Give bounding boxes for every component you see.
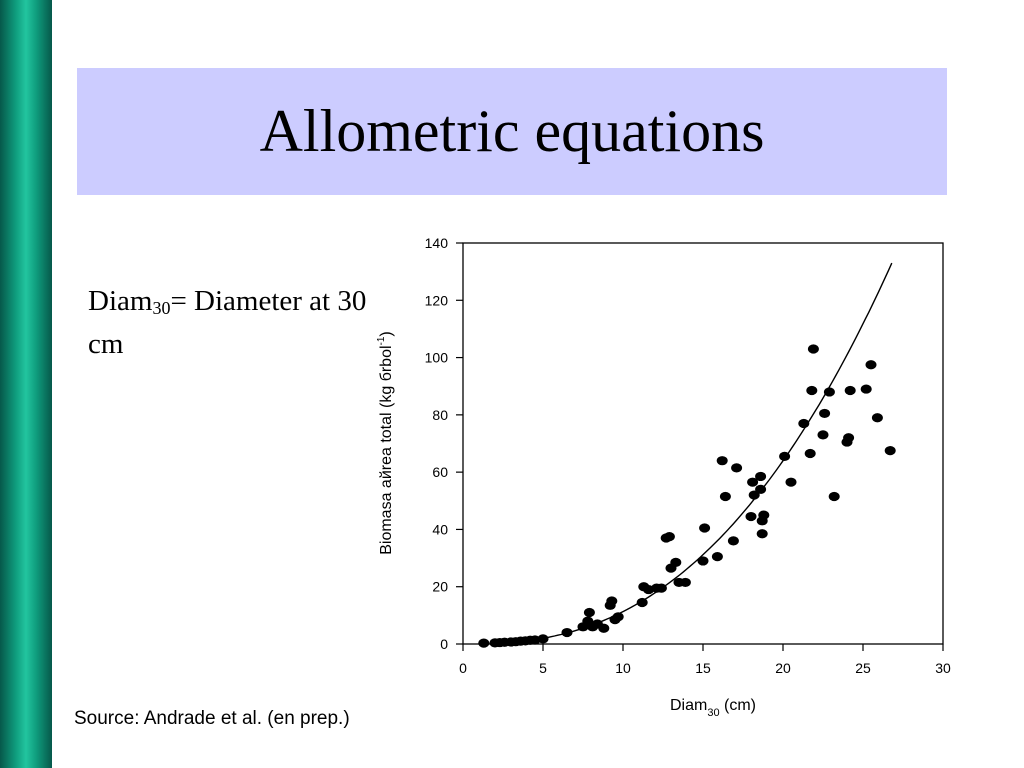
data-point (670, 557, 682, 567)
x-tick-label: 30 (935, 660, 951, 676)
y-tick-label: 60 (432, 464, 448, 480)
x-tick-label: 0 (459, 660, 467, 676)
data-point (779, 451, 791, 461)
y-axis-title-main: Biomasa aйrea total (kg бrbol (378, 345, 395, 554)
data-point (745, 511, 757, 522)
data-point (758, 510, 770, 520)
x-tick-label: 20 (775, 660, 791, 676)
data-point (655, 583, 667, 593)
data-point (561, 627, 573, 638)
definition-subscript: 30 (152, 298, 171, 318)
data-point (636, 597, 648, 608)
data-point (731, 463, 743, 473)
x-axis-title-main: Diam (670, 697, 707, 714)
data-point (716, 456, 728, 466)
data-point (478, 638, 490, 648)
data-point (663, 531, 675, 542)
data-point (806, 385, 818, 396)
x-tick-label: 15 (695, 660, 711, 676)
x-tick-label: 25 (855, 660, 871, 676)
data-points (478, 344, 896, 648)
data-point (884, 446, 896, 456)
decorative-side-bar (0, 0, 52, 768)
data-point (537, 634, 549, 644)
plot-frame (462, 242, 944, 645)
x-axis-title-sub: 30 (707, 707, 719, 719)
y-tick-label: 0 (440, 636, 448, 652)
y-tick-label: 140 (425, 235, 449, 251)
x-tick-label: 10 (615, 660, 631, 676)
data-point (727, 536, 739, 546)
data-point (755, 484, 767, 494)
data-point (606, 596, 618, 606)
data-point (828, 491, 840, 502)
data-point (844, 385, 856, 396)
definition-rest: = Diameter at 30 cm (88, 285, 367, 360)
data-point (785, 477, 797, 487)
y-axis-title-sup: -1 (376, 336, 387, 345)
data-point (817, 430, 829, 440)
slide-title: Allometric equations (259, 98, 765, 164)
y-tick-label: 40 (432, 521, 448, 537)
data-point (756, 529, 768, 539)
data-point (598, 623, 610, 633)
data-point (679, 577, 691, 588)
chart-axes (456, 242, 944, 651)
data-point (719, 491, 731, 502)
data-point (711, 552, 723, 562)
title-banner: Allometric equations (77, 68, 947, 195)
data-point (612, 612, 624, 622)
data-point (823, 387, 835, 397)
data-point (860, 384, 872, 394)
diameter-definition: Diam30= Diameter at 30 cm (88, 283, 378, 362)
definition-prefix: Diam (88, 285, 153, 317)
fitted-curve-layer (494, 262, 893, 645)
data-point (755, 471, 767, 482)
fitted-curve (494, 262, 893, 645)
data-point (804, 448, 816, 459)
data-point (583, 607, 595, 618)
source-citation: Source: Andrade et al. (en prep.) (74, 708, 350, 729)
y-tick-label: 20 (432, 579, 448, 595)
y-tick-label: 80 (432, 407, 448, 423)
data-point (807, 344, 819, 354)
y-axis-title-tail: ) (378, 331, 395, 336)
y-axis-title: Biomasa aйrea total (kg бrbol-1) (376, 331, 395, 555)
y-tick-label: 100 (425, 350, 449, 366)
y-tick-label: 120 (425, 292, 449, 308)
x-axis-title-tail: (cm) (720, 697, 756, 714)
data-point (843, 433, 855, 443)
data-point (697, 556, 709, 566)
data-point (699, 523, 711, 533)
x-tick-label: 5 (539, 660, 547, 676)
data-point (798, 418, 810, 429)
data-point (819, 408, 831, 419)
data-point (871, 413, 883, 423)
data-point (747, 477, 759, 487)
x-axis-title: Diam30 (cm) (670, 697, 756, 719)
data-point (865, 360, 877, 370)
